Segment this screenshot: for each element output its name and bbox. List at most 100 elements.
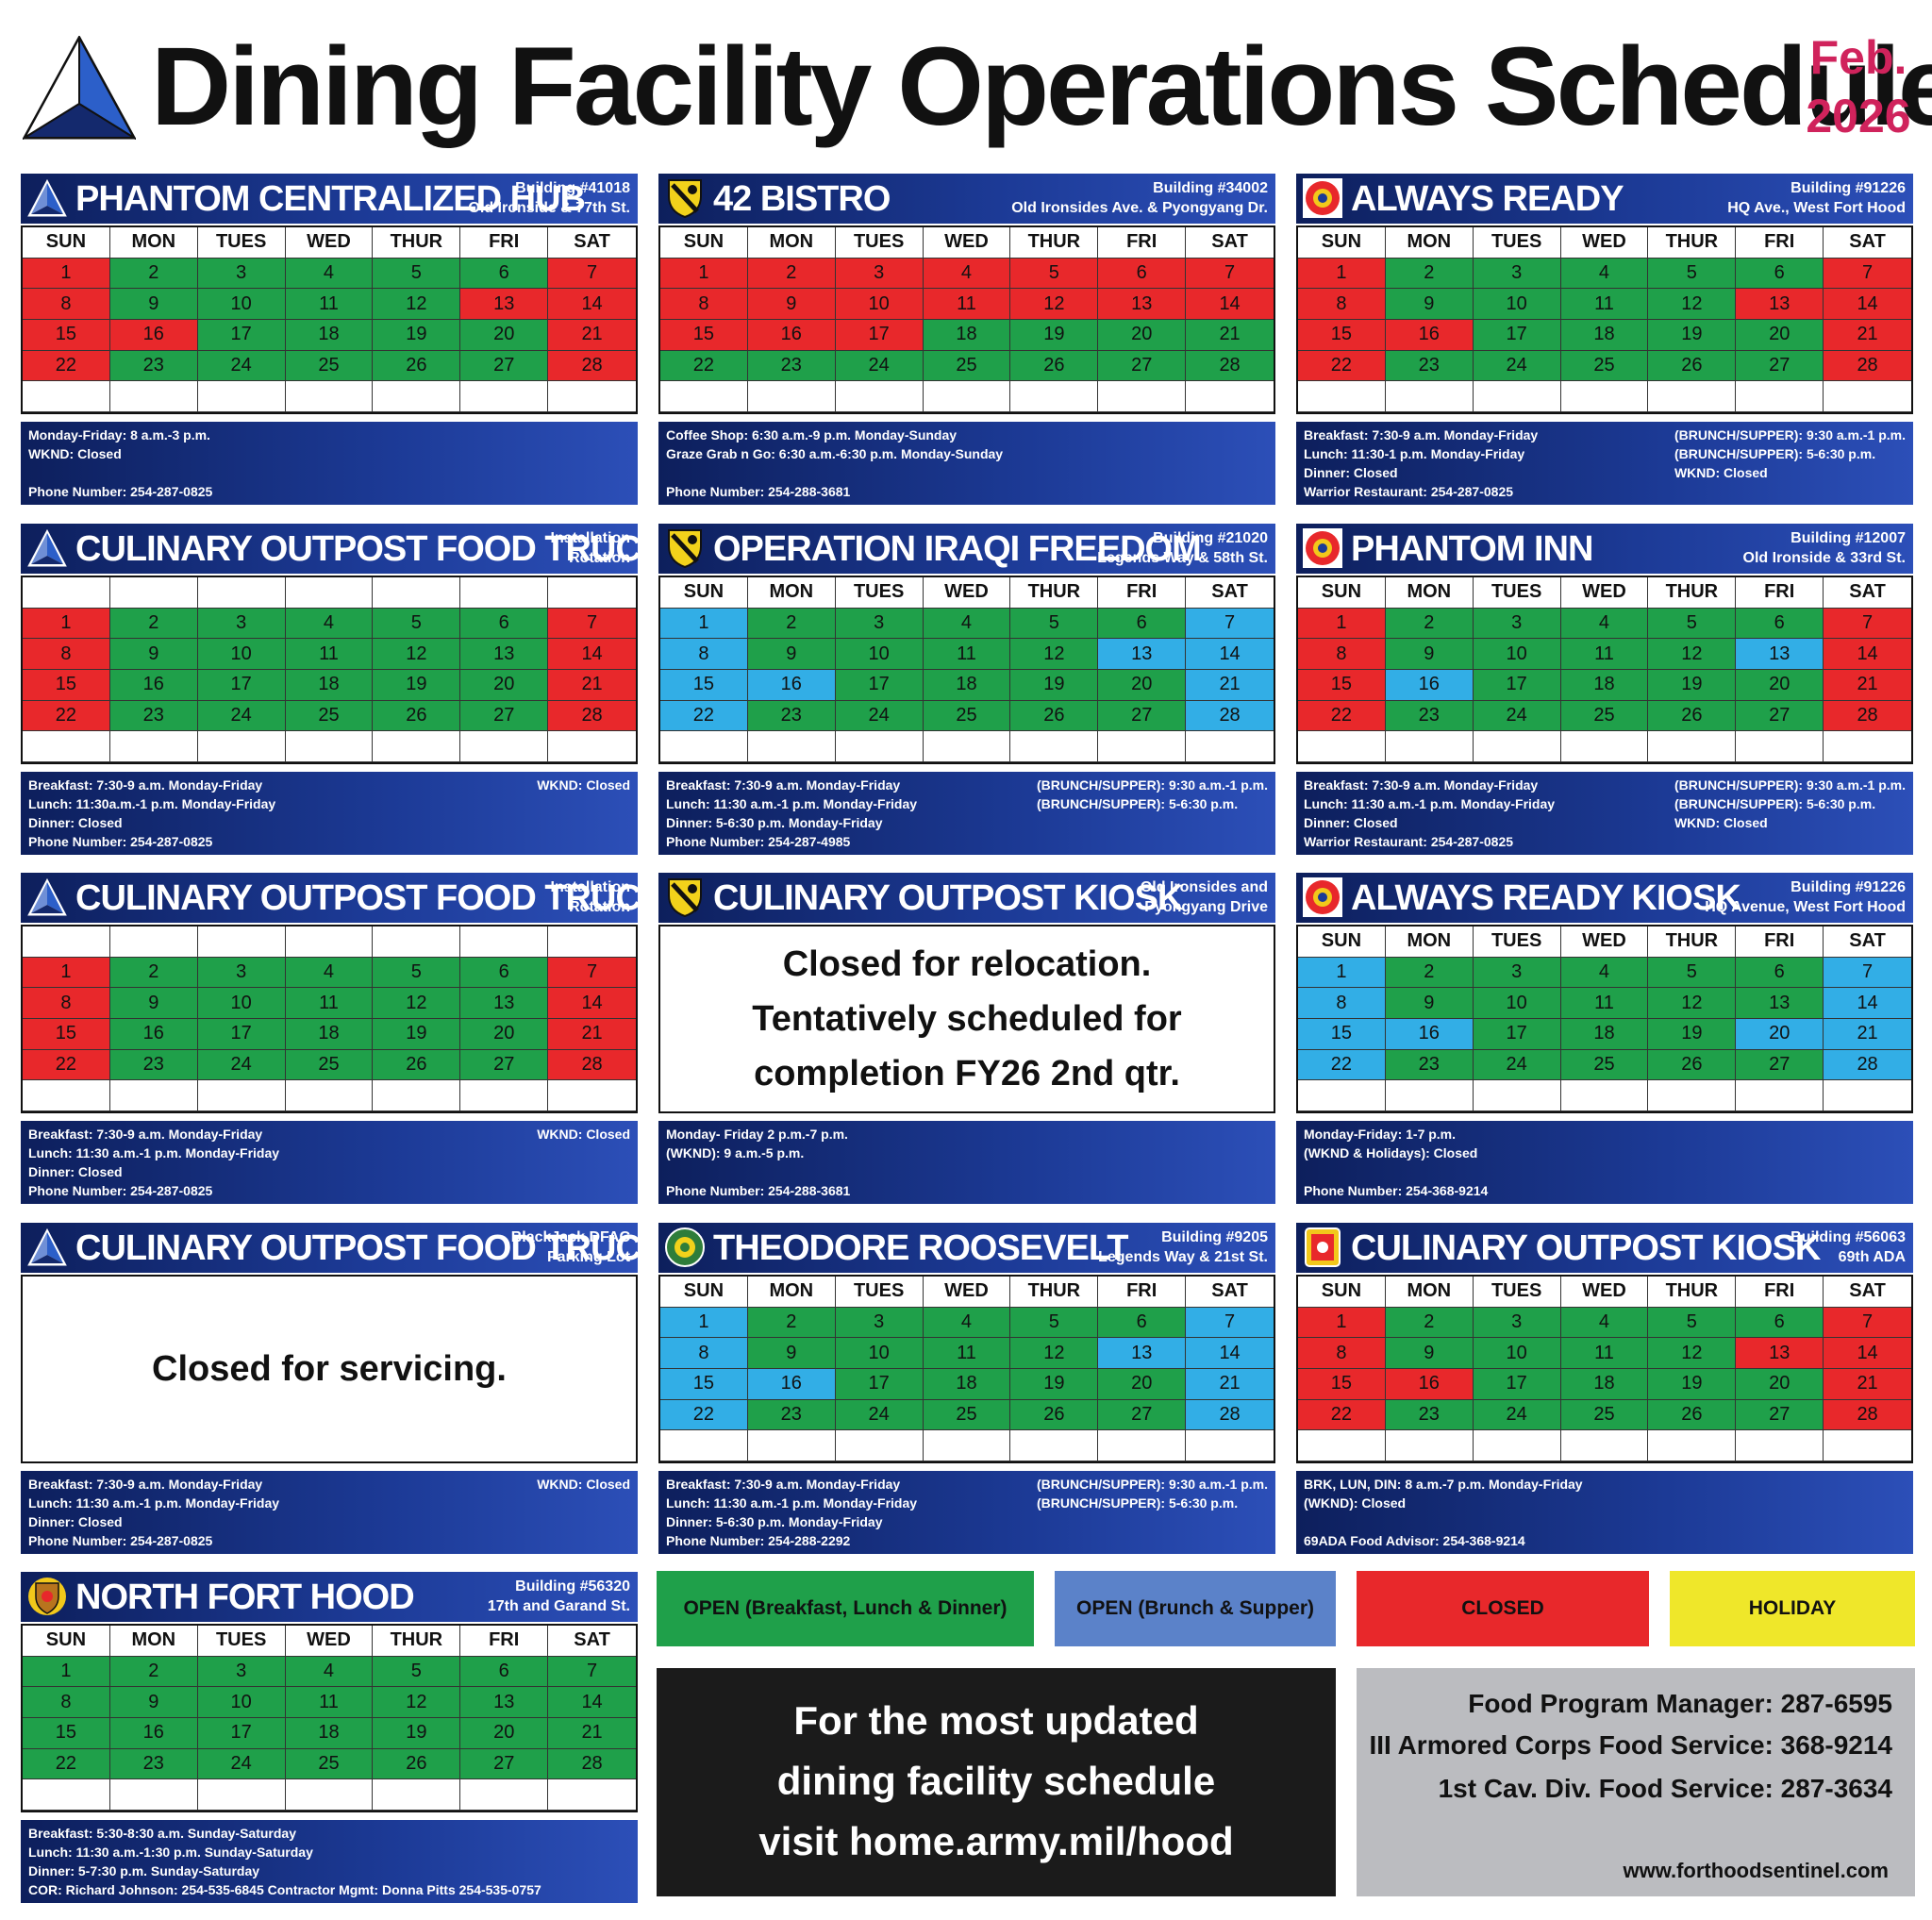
calendar-day: 15 [1298,1369,1386,1400]
calendar-day: 18 [1560,1369,1649,1400]
page-title: Dining Facility Operations Schedule [151,25,1932,149]
calendar-day: 5 [1648,608,1737,640]
calendar-day: 23 [109,1049,198,1081]
hours-line: Phone Number: 254-287-0825 [28,1183,213,1198]
calendar-day: 16 [747,670,836,701]
hours-info: Breakfast: 7:30-9 a.m. Monday-Friday Lunc… [21,772,638,855]
calendar-day-empty [285,381,374,412]
calendar-day: 22 [1298,1399,1386,1431]
calendar-day: 15 [660,1369,748,1400]
calendar-day: 4 [1560,258,1649,290]
hours-line: Breakfast: 7:30-9 a.m. Monday-Friday [666,777,901,793]
contacts-box: Food Program Manager: 287-6595 III Armor… [1357,1668,1915,1896]
calendar-day: 6 [460,608,549,640]
calendar-day: 15 [23,670,110,701]
facility-name: ALWAYS READY KIOSK [1351,878,1741,918]
calendar-day: 12 [1010,1338,1099,1369]
calendar-day: 9 [109,1687,198,1718]
calendar-day-empty [1385,381,1474,412]
calendar-day: 26 [1010,350,1099,382]
calendar-day-empty [548,381,636,412]
promo-link[interactable]: visit home.army.mil/hood [758,1819,1234,1863]
calendar-day: 23 [109,700,198,732]
facility-name: CULINARY OUTPOST FOOD TRUCK 1 [75,529,638,569]
calendar-day: 10 [835,639,924,670]
calendar-day: 17 [1473,320,1561,351]
calendar-day: 15 [23,320,110,351]
calendar-day: 27 [460,1748,549,1780]
day-name: WED [285,227,374,259]
day-name: WED [285,1626,374,1657]
calendar-day: 7 [1186,608,1274,640]
calendar-day: 8 [1298,1338,1386,1369]
calendar-day-empty [1648,1430,1737,1461]
day-name-blank [373,577,461,609]
calendar-day: 15 [1298,320,1386,351]
day-name: TUES [197,1626,286,1657]
calendar-day: 1 [660,608,748,640]
legend-closed-label: CLOSED [1461,1597,1544,1619]
calendar-day: 17 [197,320,286,351]
closed-notice-line: completion FY26 2nd qtr. [754,1054,1180,1094]
calendar-day: 7 [1824,258,1911,290]
calendar-day: 25 [285,700,374,732]
phone-number: Phone Number: 254-287-0825 [28,484,213,499]
calendar-day: 3 [197,258,286,290]
day-name: SAT [1186,227,1274,259]
calendar-day: 8 [23,289,110,320]
calendar-day: 3 [1473,258,1561,290]
calendar-day-empty [460,1779,549,1811]
calendar-day: 9 [1385,289,1474,320]
facility-location: Building #56320 17th and Garand St. [488,1577,630,1616]
calendar-day: 4 [285,957,374,989]
phone-number: Phone Number: 254-288-3681 [666,1183,851,1198]
calendar-day: 16 [109,670,198,701]
legend-brunch-label: OPEN (Brunch & Supper) [1075,1597,1314,1619]
calendar-day: 18 [923,1369,1011,1400]
calendar-day: 26 [1648,1399,1737,1431]
calendar-day-empty [1473,1080,1561,1111]
calendar-day: 22 [1298,700,1386,732]
calendar-day: 22 [1298,1049,1386,1081]
hours-line: Breakfast: 5:30-8:30 a.m. Sunday-Saturda… [28,1826,296,1841]
calendar-day: 23 [747,350,836,382]
hours-line: Graze Grab n Go: 6:30 a.m.-6:30 p.m. Mon… [666,446,1004,461]
calendar-day-empty [285,1080,374,1111]
calendar-day-empty [109,731,198,762]
hours-line: (BRUNCH/SUPPER): 5-6:30 p.m. [1036,796,1239,811]
calendar-day: 25 [285,1748,374,1780]
day-name: WED [1560,1277,1649,1308]
calendar-day: 27 [1736,350,1824,382]
calendar-day-empty [1298,1080,1386,1111]
calendar-day: 24 [1473,1049,1561,1081]
calendar-day: 1 [660,1307,748,1339]
calendar-day-empty [1010,731,1099,762]
website-link[interactable]: www.forthoodsentinel.com [1623,1859,1889,1882]
calendar-day: 14 [1824,988,1911,1019]
hours-line: Monday-Friday: 8 a.m.-3 p.m. [28,427,210,442]
day-name: WED [923,227,1011,259]
cavalry-patch-icon [664,527,706,569]
calendar-day-empty [197,1080,286,1111]
facility-location: Building #56063 69th ADA [1790,1227,1906,1267]
day-name-blank [23,577,110,609]
calendar-day: 28 [548,350,636,382]
day-name: WED [1560,577,1649,609]
location-line: Old Ironsides and [1140,879,1268,895]
calendar-day: 3 [835,1307,924,1339]
calendar-day: 5 [1010,608,1099,640]
sunburst-patch-icon [1302,527,1343,569]
calendar-day: 21 [1824,1019,1911,1050]
calendar-day: 27 [1736,1049,1824,1081]
day-name: FRI [1098,1277,1187,1308]
facility-name: THEODORE ROOSEVELT [713,1228,1128,1268]
calendar-day: 10 [835,1338,924,1369]
day-name: SAT [1824,227,1911,259]
day-name: SUN [23,1626,110,1657]
calendar-day: 16 [109,1019,198,1050]
phone-number: 69ADA Food Advisor: 254-368-9214 [1304,1533,1525,1548]
calendar-day: 11 [923,289,1011,320]
calendar-day: 2 [1385,258,1474,290]
calendar-day-empty [373,731,461,762]
day-name: TUES [1473,227,1561,259]
